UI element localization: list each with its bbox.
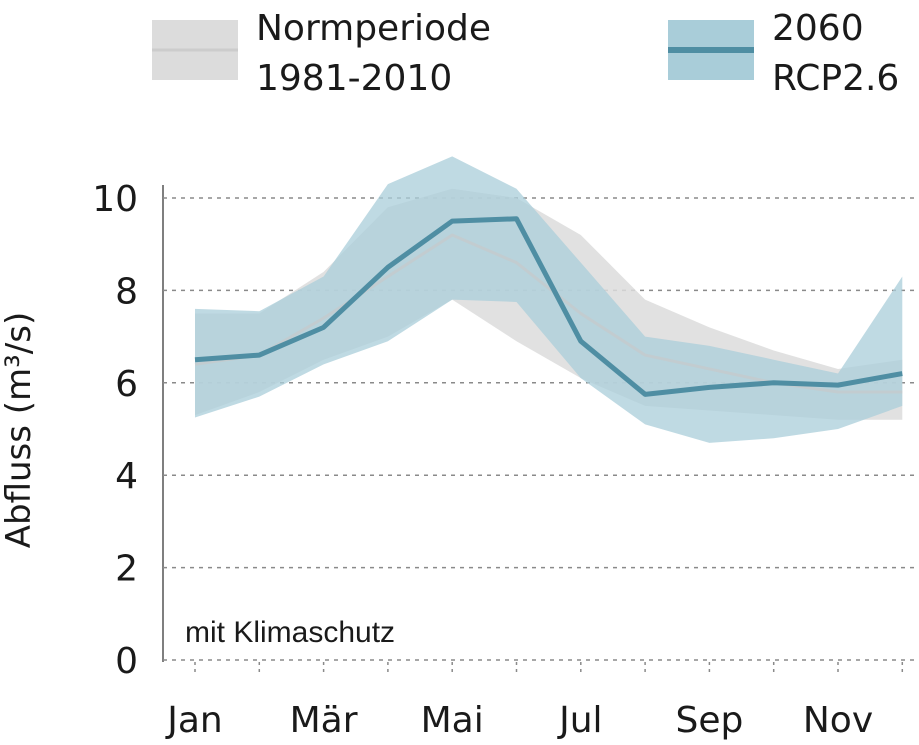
legend-label: Normperiode 1981-2010 bbox=[256, 8, 491, 99]
range-band bbox=[195, 156, 903, 443]
legend-label: 2060 RCP2.6 bbox=[772, 8, 899, 99]
y-axis-label: Abfluss (m³/s) bbox=[0, 312, 39, 549]
x-tick-label: Mär bbox=[290, 700, 358, 741]
x-tick-label: Jan bbox=[165, 700, 223, 741]
x-tick-label: Mai bbox=[421, 700, 484, 741]
x-tick-label: Nov bbox=[803, 700, 873, 741]
y-tick-label: 0 bbox=[115, 641, 138, 682]
annotation: mit Klimaschutz bbox=[185, 616, 395, 649]
y-tick-label: 6 bbox=[115, 364, 138, 405]
series-line bbox=[194, 216, 903, 397]
y-tick-label: 2 bbox=[115, 549, 138, 590]
y-tick-label: 4 bbox=[115, 456, 138, 497]
y-tick-label: 8 bbox=[115, 271, 138, 312]
x-tick-label: Jul bbox=[557, 700, 602, 741]
y-tick-label: 10 bbox=[92, 179, 138, 220]
x-tick-label: Sep bbox=[675, 700, 743, 741]
